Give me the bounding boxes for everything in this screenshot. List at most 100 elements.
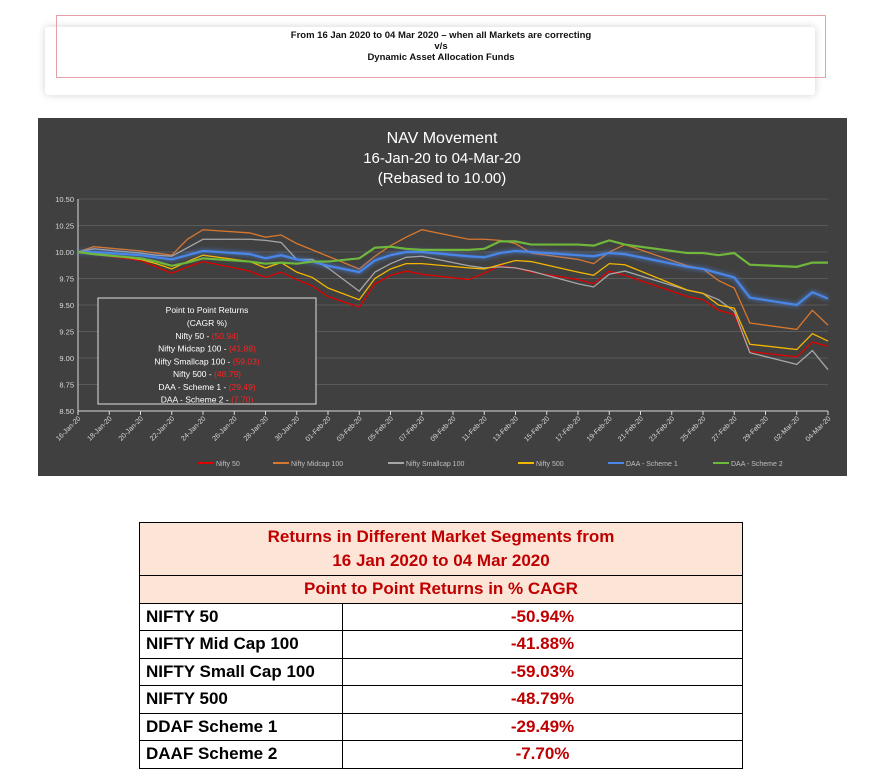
x-tick-label: 23-Feb-20 [648, 415, 676, 443]
annotation-item: Nifty 500 - (48.79) [173, 369, 241, 379]
series-line-daa-scheme-2 [77, 239, 828, 268]
header-line-3: Dynamic Asset Allocation Funds [367, 52, 515, 63]
legend-label: Nifty Smallcap 100 [406, 461, 464, 468]
annotation-item-value: (48.79) [214, 369, 241, 379]
header-line-2: v/s [434, 41, 448, 52]
table-subtitle: Point to Point Returns in % CAGR [139, 575, 743, 604]
x-tick-label: 05-Feb-20 [367, 415, 395, 443]
table-title: Returns in Different Market Segments fro… [139, 522, 743, 576]
chart-title-line: 16-Jan-20 to 04-Mar-20 [363, 150, 521, 167]
annotation-item-label: Nifty 500 - [173, 369, 214, 379]
returns-annotation-box [97, 297, 317, 405]
annotation-item-label: DAA - Scheme 1 - [158, 382, 228, 392]
x-tick-label: 07-Feb-20 [398, 415, 426, 443]
annotation-item-label: Nifty 50 - [175, 331, 211, 341]
x-tick-label: 19-Feb-20 [586, 415, 614, 443]
table-row: NIFTY 50 -50.94% [139, 602, 743, 631]
x-tick-label: 24-Jan-20 [180, 415, 207, 442]
segment-name: DDAF Scheme 1 [139, 712, 343, 741]
annotation-item-value: (59.03) [233, 356, 260, 366]
segment-name: NIFTY Mid Cap 100 [139, 630, 343, 659]
header-shadow-box [45, 27, 815, 95]
series-line-daa-scheme-1 [78, 249, 829, 307]
y-tick-label: 9.00 [59, 354, 74, 363]
annotation-item: DAA - Scheme 2 - (7.70) [161, 395, 254, 405]
segment-name: NIFTY 500 [139, 685, 343, 714]
annotation-item: Nifty 50 - (50.94) [175, 331, 238, 341]
x-tick-label: 22-Jan-20 [149, 415, 176, 442]
segment-return: -41.88% [342, 630, 743, 659]
chart-title-line: NAV Movement [387, 130, 498, 147]
x-tick-label: 26-Jan-20 [211, 415, 238, 442]
x-tick-label: 15-Feb-20 [523, 415, 551, 443]
annotation-item-label: Nifty Midcap 100 - [158, 344, 229, 354]
y-tick-label: 9.75 [59, 275, 74, 284]
header-line-1: From 16 Jan 2020 to 04 Mar 2020 – when a… [290, 30, 592, 41]
legend-label: DAA - Scheme 1 [626, 461, 678, 468]
series-line-nifty-smallcap-100 [77, 238, 829, 371]
annotation-item: DAA - Scheme 1 - (29.49) [158, 382, 255, 392]
annotation-item-value: (41.88) [229, 344, 256, 354]
x-tick-label: 02-Mar-20 [773, 415, 801, 443]
annotation-item-value: (7.70) [231, 395, 253, 405]
annotation-item-label: DAA - Scheme 2 - [161, 395, 231, 405]
table-row: NIFTY 500 -48.79% [139, 685, 743, 714]
x-tick-label: 16-Jan-20 [55, 415, 82, 442]
segment-name: NIFTY Small Cap 100 [139, 657, 343, 686]
y-tick-label: 8.50 [59, 407, 74, 416]
x-tick-label: 04-Mar-20 [805, 415, 833, 443]
x-tick-label: 11-Feb-20 [461, 415, 488, 442]
x-tick-label: 30-Jan-20 [274, 415, 301, 442]
series-line-nifty-500 [77, 251, 829, 351]
table-row: NIFTY Mid Cap 100 -41.88% [139, 630, 743, 659]
annotation-item: Nifty Midcap 100 - (41.88) [158, 344, 256, 354]
y-tick-label: 10.00 [55, 248, 74, 257]
segment-return: -29.49% [342, 712, 743, 741]
segment-return: -50.94% [342, 602, 743, 631]
segment-name: NIFTY 50 [139, 602, 343, 631]
x-tick-label: 21-Feb-20 [617, 415, 645, 443]
x-tick-label: 28-Jan-20 [243, 415, 270, 442]
x-tick-label: 17-Feb-20 [555, 415, 583, 443]
x-tick-label: 20-Jan-20 [118, 415, 145, 442]
x-tick-label: 25-Feb-20 [680, 415, 708, 443]
annotation-item-value: (29.49) [229, 382, 256, 392]
x-tick-label: 29-Feb-20 [742, 415, 770, 443]
nav-movement-chart: NAV Movement 16-Jan-20 to 04-Mar-20 (Rebas… [55, 130, 833, 468]
segment-return: -59.03% [342, 657, 743, 686]
segment-name: DAAF Scheme 2 [139, 740, 343, 769]
x-tick-label: 03-Feb-20 [336, 415, 364, 443]
legend-label: Nifty 500 [536, 461, 564, 468]
table-row: DDAF Scheme 1 -29.49% [139, 712, 743, 741]
x-tick-label: 27-Feb-20 [711, 415, 739, 443]
table-title-line-2: 16 Jan 2020 to 04 Mar 2020 [332, 551, 550, 570]
y-tick-label: 10.50 [55, 195, 74, 204]
y-tick-label: 10.25 [55, 222, 74, 231]
y-tick-label: 8.75 [59, 381, 74, 390]
header-box: From 16 Jan 2020 to 04 Mar 2020 – when a… [56, 15, 826, 78]
annotation-title: Point to Point Returns [166, 305, 249, 315]
x-tick-label: 13-Feb-20 [492, 415, 520, 443]
y-tick-label: 9.25 [59, 328, 74, 337]
table-row: NIFTY Small Cap 100 -59.03% [139, 657, 743, 686]
chart-title-line: (Rebased to 10.00) [378, 170, 506, 187]
annotation-subtitle: (CAGR %) [187, 318, 227, 328]
legend-label: Nifty 50 [216, 461, 240, 468]
annotation-item-label: Nifty Smallcap 100 - [154, 356, 232, 366]
legend-label: DAA - Scheme 2 [731, 461, 783, 468]
annotation-item-value: (50.94) [212, 331, 239, 341]
segment-return: -7.70% [342, 740, 743, 769]
series-line-nifty-50 [77, 251, 829, 358]
series-line-nifty-midcap-100 [77, 229, 829, 331]
returns-table: Returns in Different Market Segments fro… [139, 522, 743, 769]
segment-return: -48.79% [342, 685, 743, 714]
x-tick-label: 01-Feb-20 [305, 415, 333, 443]
x-tick-label: 18-Jan-20 [86, 415, 113, 442]
chart-panel: NAV Movement 16-Jan-20 to 04-Mar-20 (Rebas… [38, 118, 847, 476]
table-row: DAAF Scheme 2 -7.70% [139, 740, 743, 769]
x-tick-label: 09-Feb-20 [430, 415, 458, 443]
legend-label: Nifty Midcap 100 [291, 461, 343, 468]
annotation-item: Nifty Smallcap 100 - (59.03) [154, 356, 260, 366]
y-tick-label: 9.50 [59, 301, 74, 310]
table-title-line-1: Returns in Different Market Segments fro… [267, 527, 615, 546]
